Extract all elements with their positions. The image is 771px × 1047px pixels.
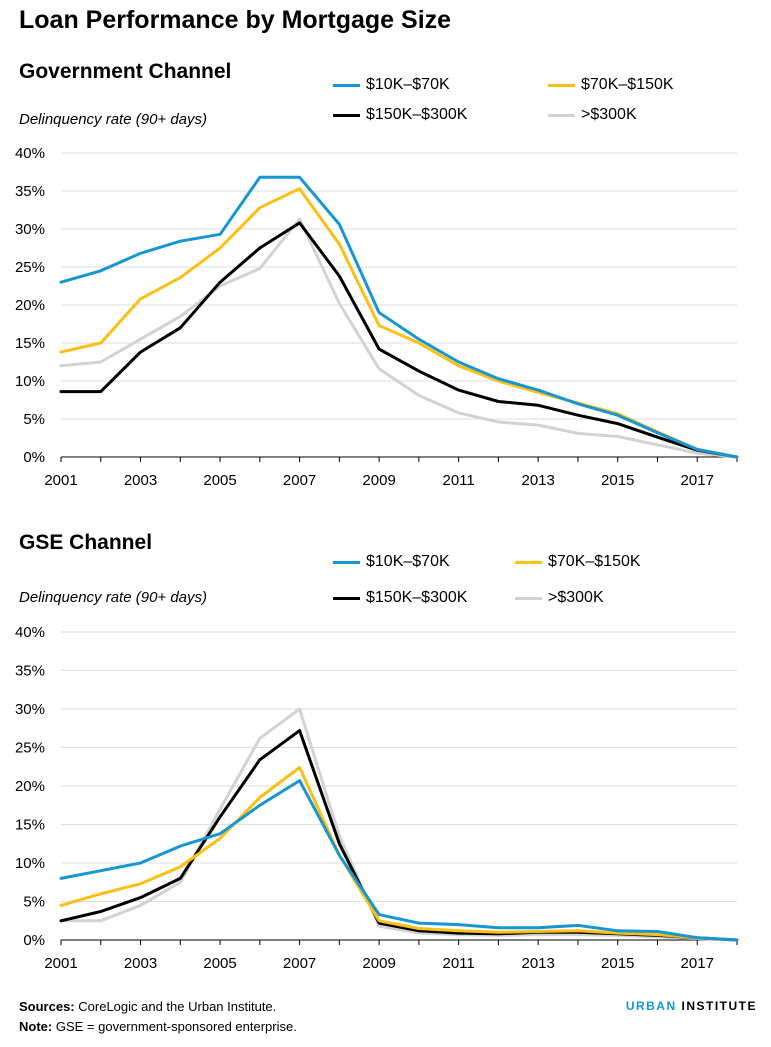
legend-label: >$300K: [548, 589, 604, 606]
y-tick-label: 0%: [23, 932, 45, 949]
legend-swatch: [333, 113, 360, 117]
x-tick-label: 2015: [601, 955, 634, 972]
y-tick-label: 15%: [15, 817, 45, 834]
panel-title-gse: GSE Channel: [19, 531, 153, 554]
x-tick-label: 2003: [124, 472, 157, 489]
series-line-over-300k: [59, 707, 739, 942]
series-line-150k-300k: [59, 729, 739, 942]
x-tick-label: 2009: [362, 955, 395, 972]
legend-item-s2-gov: $70K–$150K: [548, 76, 674, 94]
legend-item-s2-gse: $70K–$150K: [515, 553, 641, 571]
x-tick-label: 2007: [283, 472, 316, 489]
legend-item-s3-gov: $150K–$300K: [333, 106, 467, 124]
x-tick-label: 2017: [681, 955, 714, 972]
legend-label: $10K–$70K: [366, 76, 450, 93]
logo-institute: INSTITUTE: [681, 999, 757, 1013]
legend-swatch: [515, 596, 542, 600]
y-tick-label: 40%: [15, 624, 45, 641]
x-tick-label: 2001: [44, 472, 77, 489]
legend-item-s3-gse: $150K–$300K: [333, 589, 467, 607]
note-line: Note: GSE = government-sponsored enterpr…: [19, 1017, 297, 1037]
series-line-70k-150k: [59, 766, 739, 942]
footer: Sources: CoreLogic and the Urban Institu…: [19, 997, 297, 1037]
legend-swatch: [333, 560, 360, 564]
y-tick-label: 30%: [15, 221, 45, 238]
chart-gse: 0% 5% 10% 15% 20% 25% 30% 35% 40% 2001 2003 2005 200…: [15, 624, 739, 972]
series-line-10k-70k: [59, 779, 739, 942]
note-text: GSE = government-sponsored enterprise.: [55, 1019, 297, 1034]
series-line-10k-70k: [59, 175, 739, 459]
note-label: Note:: [19, 1019, 53, 1034]
y-tick-label: 5%: [23, 411, 45, 428]
x-tick-label: 2013: [521, 472, 554, 489]
x-tick-label: 2001: [44, 955, 77, 972]
y-tick-label: 35%: [15, 663, 45, 680]
main-title: Loan Performance by Mortgage Size: [19, 6, 452, 34]
sources-line: Sources: CoreLogic and the Urban Institu…: [19, 997, 297, 1017]
legend-swatch: [333, 596, 360, 600]
chart-government: 0% 5% 10% 15% 20% 25% 30% 35% 40% 2001 2003 2005 200…: [15, 145, 739, 489]
y-tick-label: 15%: [15, 335, 45, 352]
x-tick-label: 2009: [362, 472, 395, 489]
y-tick-label: 25%: [15, 259, 45, 276]
series-line-150k-300k: [59, 221, 739, 459]
x-tick-label: 2003: [124, 955, 157, 972]
legend-label: $150K–$300K: [366, 589, 468, 606]
legend-label: $10K–$70K: [366, 553, 450, 570]
legend-label: $70K–$150K: [581, 76, 674, 93]
legend-item-s1-gse: $10K–$70K: [333, 553, 450, 571]
y-axis-label-government: Delinquency rate (90+ days): [19, 111, 208, 128]
y-tick-label: 10%: [15, 855, 45, 872]
y-tick-label: 5%: [23, 894, 45, 911]
legend-item-s4-gov: >$300K: [548, 106, 637, 124]
urban-institute-logo: URBAN INSTITUTE: [626, 999, 757, 1013]
x-tick-label: 2005: [203, 472, 236, 489]
sources-label: Sources:: [19, 999, 75, 1014]
sources-text: CoreLogic and the Urban Institute.: [78, 999, 277, 1014]
x-tick-label: 2011: [443, 955, 475, 972]
x-tick-label: 2007: [283, 955, 316, 972]
panel-title-government: Government Channel: [19, 60, 232, 83]
legend-swatch: [333, 83, 360, 87]
y-tick-label: 30%: [15, 701, 45, 718]
legend-item-s4-gse: >$300K: [515, 589, 604, 607]
y-axis-label-gse: Delinquency rate (90+ days): [19, 589, 208, 606]
y-tick-label: 20%: [15, 778, 45, 795]
logo-urban: URBAN: [625, 999, 677, 1013]
y-tick-label: 35%: [15, 183, 45, 200]
legend-item-s1-gov: $10K–$70K: [333, 76, 450, 94]
y-tick-label: 25%: [15, 740, 45, 757]
x-tick-label: 2011: [443, 472, 475, 489]
x-tick-label: 2017: [681, 472, 714, 489]
legend-swatch: [515, 560, 542, 564]
legend-swatch: [548, 113, 575, 117]
legend-label: $70K–$150K: [548, 553, 641, 570]
x-tick-label: 2005: [203, 955, 236, 972]
legend-label: >$300K: [581, 106, 637, 123]
x-tick-label: 2013: [521, 955, 554, 972]
legend-swatch: [548, 83, 575, 87]
y-tick-label: 0%: [23, 449, 45, 466]
series-line-over-300k: [59, 217, 739, 459]
x-tick-label: 2015: [601, 472, 634, 489]
y-tick-label: 20%: [15, 297, 45, 314]
legend-label: $150K–$300K: [366, 106, 468, 123]
y-tick-label: 40%: [15, 145, 45, 162]
y-tick-label: 10%: [15, 373, 45, 390]
